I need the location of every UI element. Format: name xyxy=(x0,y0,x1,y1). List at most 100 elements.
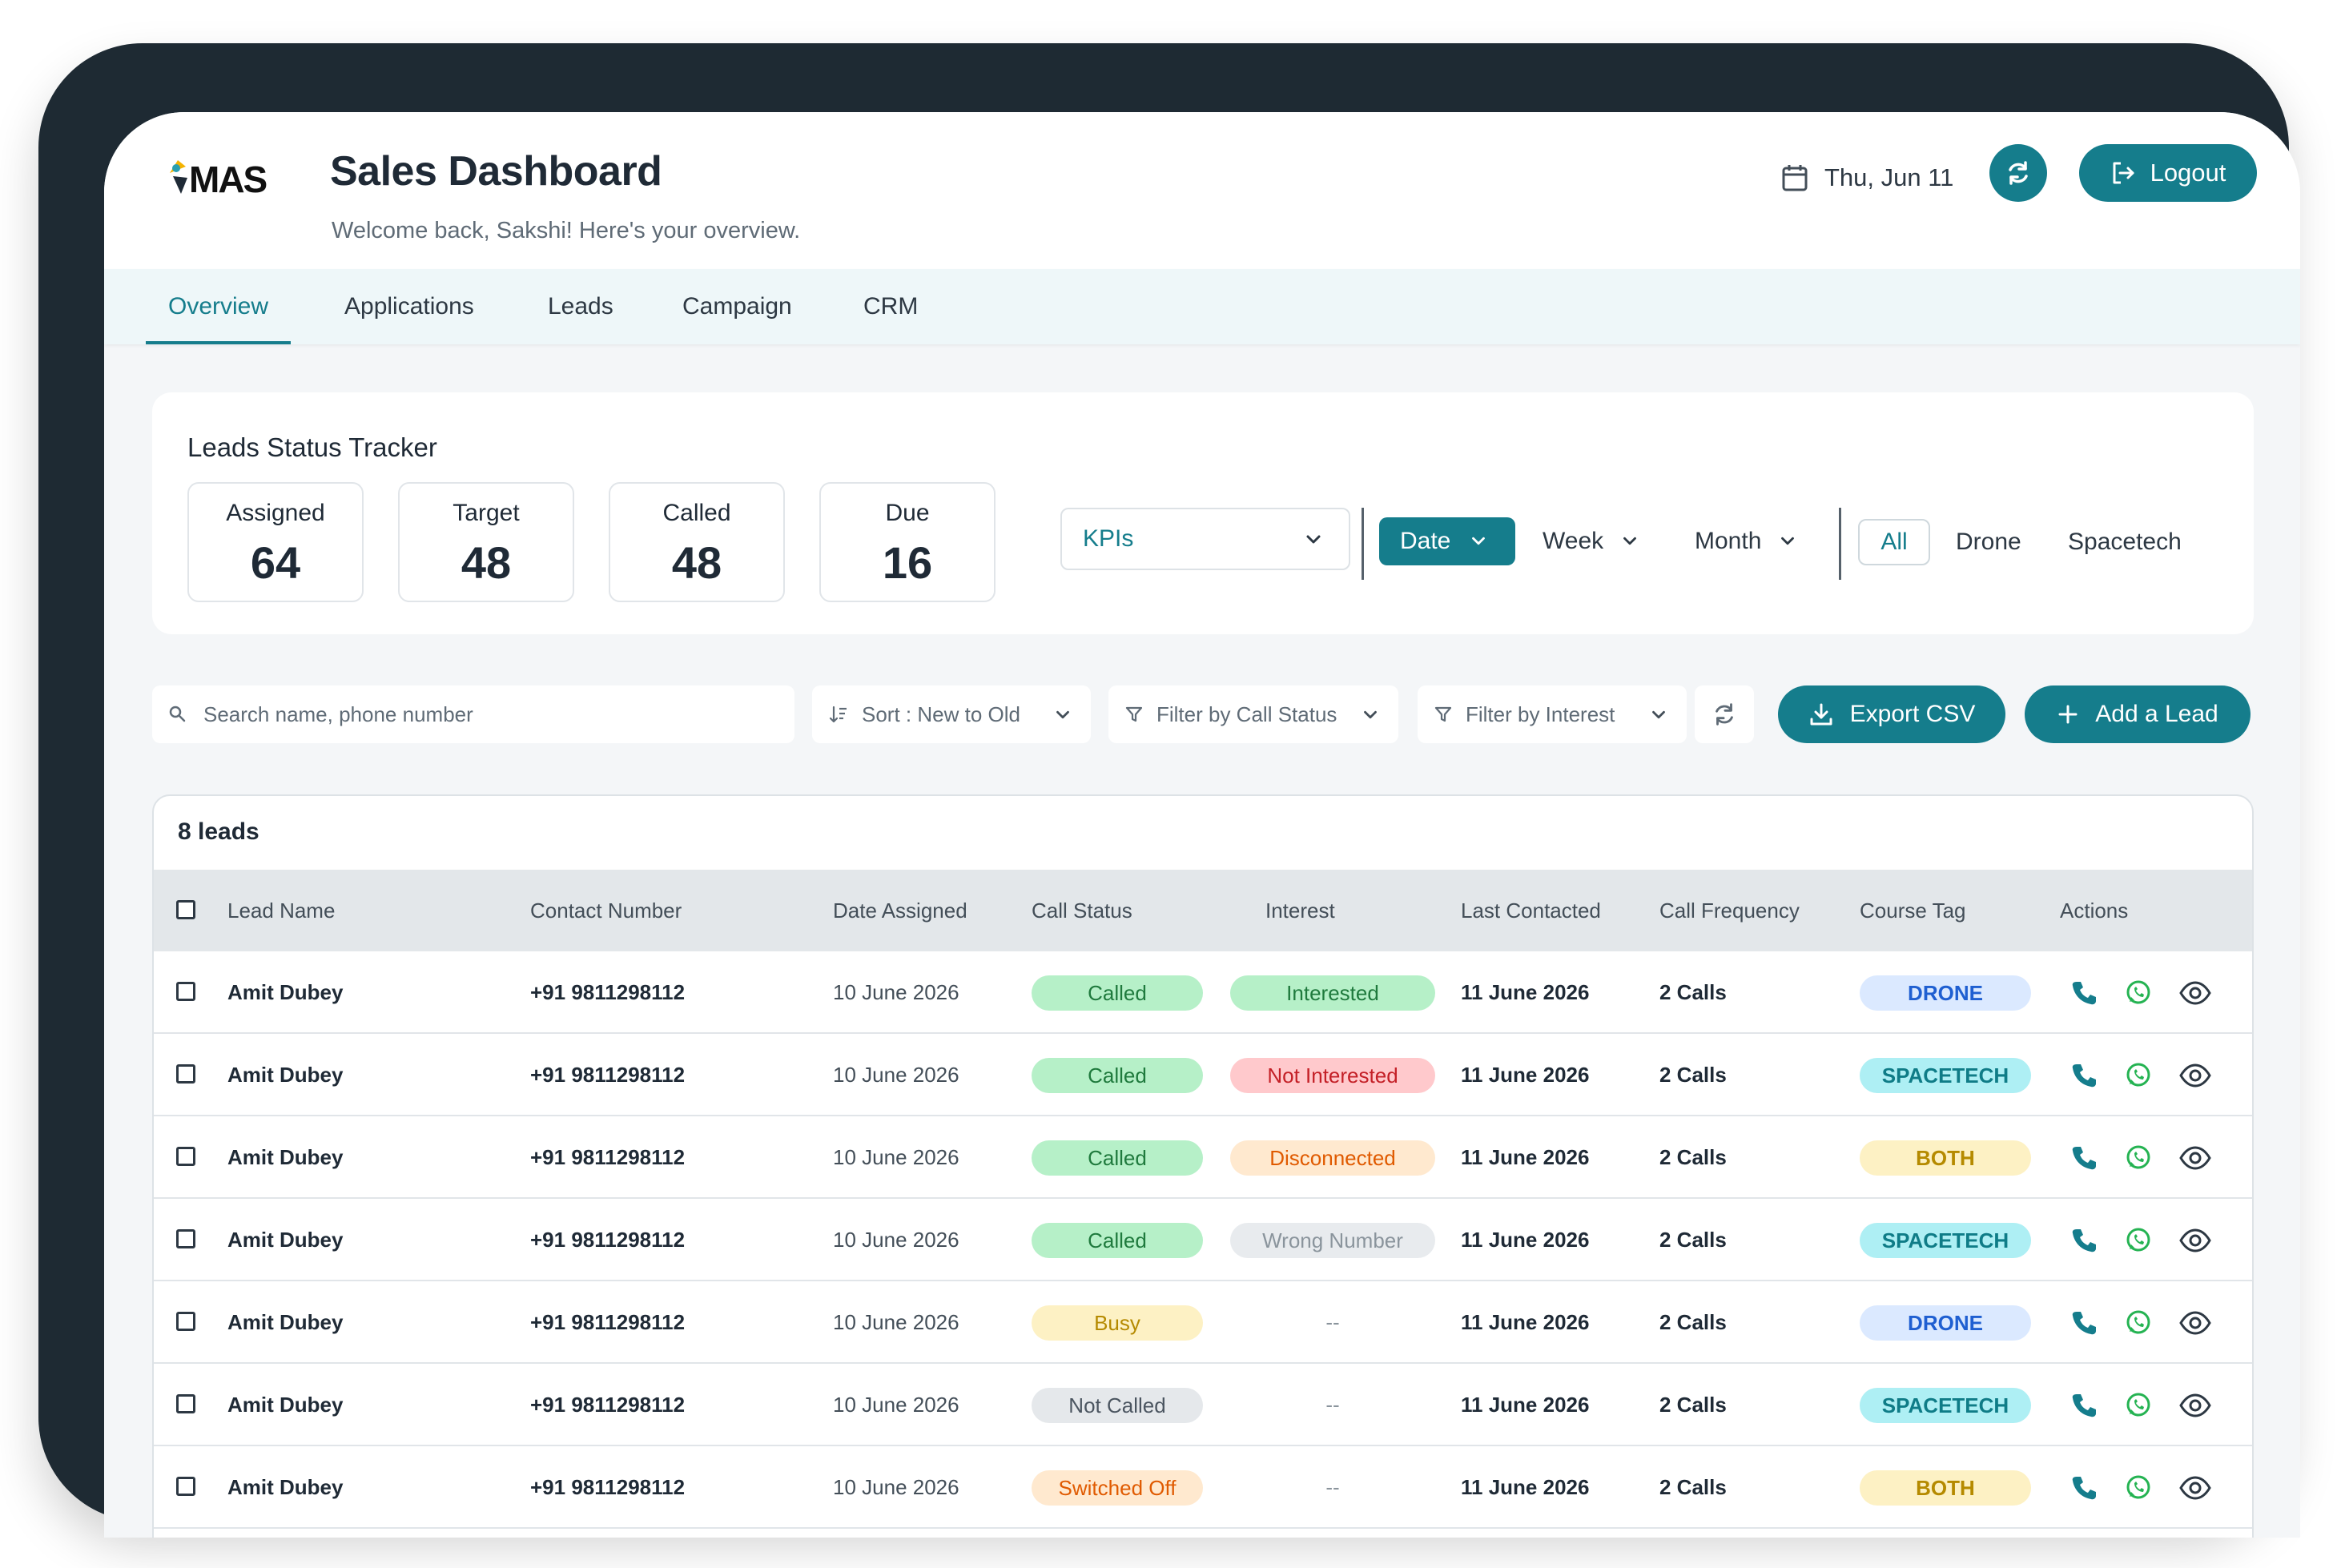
stat-value: 16 xyxy=(882,537,933,588)
table-row: Amit Dubey +91 9811298112 10 June 2026 C… xyxy=(154,1116,2252,1199)
divider xyxy=(1839,508,1841,580)
filter-spacetech-button[interactable]: Spacetech xyxy=(2068,529,2182,555)
tab-campaign[interactable]: Campaign xyxy=(682,293,792,320)
whatsapp-icon[interactable] xyxy=(2124,1061,2153,1090)
select-all-checkbox[interactable] xyxy=(176,900,195,919)
lead-name: Amit Dubey xyxy=(227,1228,344,1252)
course-tag-badge: SPACETECH xyxy=(1860,1223,2031,1258)
row-checkbox[interactable] xyxy=(176,1394,195,1413)
course-tag-badge: SPACETECH xyxy=(1860,1058,2031,1093)
phone-icon[interactable] xyxy=(2070,1474,2098,1502)
last-contacted: 11 June 2026 xyxy=(1461,1145,1590,1169)
sort-icon xyxy=(829,706,847,723)
eye-icon[interactable] xyxy=(2178,1061,2212,1090)
filter-all-button[interactable]: All xyxy=(1858,519,1930,565)
week-period-button[interactable]: Week xyxy=(1543,517,1640,565)
stat-label: Due xyxy=(885,500,930,526)
current-date: Thu, Jun 11 xyxy=(1781,159,1953,197)
eye-icon[interactable] xyxy=(2178,1226,2212,1255)
svg-text:MAS: MAS xyxy=(189,159,267,200)
stat-label: Assigned xyxy=(226,500,325,526)
tracker-title: Leads Status Tracker xyxy=(187,432,437,462)
header-call-frequency: Call Frequency xyxy=(1659,899,1800,923)
whatsapp-icon[interactable] xyxy=(2124,1144,2153,1172)
phone-icon[interactable] xyxy=(2070,1061,2098,1090)
contact-number: +91 9811298112 xyxy=(530,1228,686,1252)
interest-badge: Disconnected xyxy=(1230,1140,1435,1176)
phone-icon[interactable] xyxy=(2070,979,2098,1007)
header-contact-number: Contact Number xyxy=(530,899,682,923)
tab-applications[interactable]: Applications xyxy=(344,293,474,320)
refresh-button[interactable] xyxy=(1989,144,2047,202)
plus-icon xyxy=(2058,705,2078,724)
call-frequency: 2 Calls xyxy=(1659,1310,1727,1334)
course-tag-badge: BOTH xyxy=(1860,1140,2031,1176)
chevron-down-icon xyxy=(1364,710,1377,719)
filter-drone-button[interactable]: Drone xyxy=(1956,529,2021,555)
interest-badge: Not Interested xyxy=(1230,1058,1435,1093)
mas-logo: MAS xyxy=(170,159,268,200)
refresh-icon xyxy=(2009,161,2028,185)
call-status-badge: Switched Off xyxy=(1032,1470,1203,1506)
row-checkbox[interactable] xyxy=(176,1312,195,1331)
calendar-icon xyxy=(1782,165,1808,191)
date-period-button[interactable]: Date xyxy=(1379,517,1515,565)
tab-overview[interactable]: Overview xyxy=(145,269,292,344)
tab-crm[interactable]: CRM xyxy=(863,293,919,320)
search-input[interactable] xyxy=(203,702,764,727)
export-csv-button[interactable]: Export CSV xyxy=(1778,685,2005,743)
chevron-down-icon xyxy=(1056,710,1069,719)
add-lead-label: Add a Lead xyxy=(2095,701,2218,727)
last-contacted: 11 June 2026 xyxy=(1461,1063,1590,1087)
call-status-filter[interactable]: Filter by Call Status xyxy=(1108,685,1398,743)
whatsapp-icon[interactable] xyxy=(2124,1391,2153,1420)
table-header: Lead Name Contact Number Date Assigned C… xyxy=(154,870,2252,951)
refresh-icon xyxy=(1716,703,1733,726)
header-date-assigned: Date Assigned xyxy=(833,899,967,923)
eye-icon[interactable] xyxy=(2178,1391,2212,1420)
month-period-button[interactable]: Month xyxy=(1695,517,1798,565)
course-tag-badge: SPACETECH xyxy=(1860,1388,2031,1423)
table-refresh-button[interactable] xyxy=(1695,685,1754,743)
lead-count: 8 leads xyxy=(178,818,259,845)
whatsapp-icon[interactable] xyxy=(2124,979,2153,1007)
lead-name: Amit Dubey xyxy=(227,1475,344,1499)
last-contacted: 11 June 2026 xyxy=(1461,1475,1590,1499)
sort-dropdown[interactable]: Sort : New to Old xyxy=(812,685,1091,743)
eye-icon[interactable] xyxy=(2178,1309,2212,1337)
phone-icon[interactable] xyxy=(2070,1144,2098,1172)
call-status-badge: Busy xyxy=(1032,1305,1203,1341)
row-checkbox[interactable] xyxy=(176,1229,195,1248)
row-checkbox[interactable] xyxy=(176,982,195,1001)
course-tag-badge: DRONE xyxy=(1860,975,2031,1011)
call-status-badge: Not Called xyxy=(1032,1388,1203,1423)
logout-button[interactable]: Logout xyxy=(2079,144,2257,202)
row-checkbox[interactable] xyxy=(176,1147,195,1166)
course-tag-badge: DRONE xyxy=(1860,1305,2031,1341)
row-checkbox[interactable] xyxy=(176,1064,195,1084)
call-frequency: 2 Calls xyxy=(1659,1063,1727,1087)
tab-leads[interactable]: Leads xyxy=(548,293,613,320)
call-frequency: 2 Calls xyxy=(1659,1228,1727,1252)
eye-icon[interactable] xyxy=(2178,1144,2212,1172)
eye-icon[interactable] xyxy=(2178,1474,2212,1502)
whatsapp-icon[interactable] xyxy=(2124,1226,2153,1255)
add-lead-button[interactable]: Add a Lead xyxy=(2025,685,2251,743)
whatsapp-icon[interactable] xyxy=(2124,1474,2153,1502)
row-checkbox[interactable] xyxy=(176,1477,195,1496)
interest-filter[interactable]: Filter by Interest xyxy=(1418,685,1687,743)
phone-icon[interactable] xyxy=(2070,1391,2098,1420)
eye-icon[interactable] xyxy=(2178,979,2212,1007)
nav-tabs: Overview Applications Leads Campaign CRM xyxy=(104,269,2300,344)
kpi-dropdown[interactable]: KPIs xyxy=(1060,508,1350,570)
last-contacted: 11 June 2026 xyxy=(1461,1393,1590,1417)
phone-icon[interactable] xyxy=(2070,1226,2098,1255)
divider xyxy=(1362,508,1364,580)
date-assigned: 10 June 2026 xyxy=(833,1310,959,1334)
phone-icon[interactable] xyxy=(2070,1309,2098,1337)
week-period-label: Week xyxy=(1543,528,1604,554)
interest-filter-label: Filter by Interest xyxy=(1466,702,1615,726)
leads-table: 8 leads Lead Name Contact Number Date As… xyxy=(152,794,2254,1538)
stat-label: Called xyxy=(662,500,731,526)
whatsapp-icon[interactable] xyxy=(2124,1309,2153,1337)
